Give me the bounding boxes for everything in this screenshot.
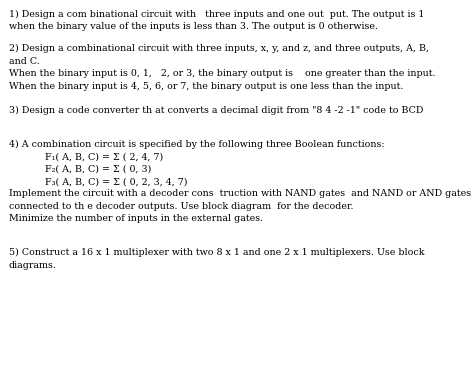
Text: diagrams.: diagrams.	[9, 261, 56, 270]
Text: F₂( A, B, C) = Σ ( 0, 3): F₂( A, B, C) = Σ ( 0, 3)	[45, 165, 151, 174]
Text: 2) Design a combinational circuit with three inputs, x, y, and z, and three outp: 2) Design a combinational circuit with t…	[9, 44, 428, 54]
Text: Implement the circuit with a decoder cons  truction with NAND gates  and NAND or: Implement the circuit with a decoder con…	[9, 189, 471, 198]
Text: when the binary value of the inputs is less than 3. The output is 0 otherwise.: when the binary value of the inputs is l…	[9, 22, 377, 31]
Text: F₃( A, B, C) = Σ ( 0, 2, 3, 4, 7): F₃( A, B, C) = Σ ( 0, 2, 3, 4, 7)	[45, 177, 188, 186]
Text: F₁( A, B, C) = Σ ( 2, 4, 7): F₁( A, B, C) = Σ ( 2, 4, 7)	[45, 152, 163, 161]
Text: When the binary input is 0, 1,   2, or 3, the binary output is    one greater th: When the binary input is 0, 1, 2, or 3, …	[9, 69, 435, 78]
Text: 1) Design a com binational circuit with   three inputs and one out  put. The out: 1) Design a com binational circuit with …	[9, 10, 424, 19]
Text: connected to th e decoder outputs. Use block diagram  for the decoder.: connected to th e decoder outputs. Use b…	[9, 202, 353, 211]
Text: 3) Design a code converter th at converts a decimal digit from "8 4 -2 -1" code : 3) Design a code converter th at convert…	[9, 105, 423, 115]
Text: Minimize the number of inputs in the external gates.: Minimize the number of inputs in the ext…	[9, 214, 263, 223]
Text: 5) Construct a 16 x 1 multiplexer with two 8 x 1 and one 2 x 1 multiplexers. Use: 5) Construct a 16 x 1 multiplexer with t…	[9, 248, 424, 258]
Text: 4) A combination circuit is specified by the following three Boolean functions:: 4) A combination circuit is specified by…	[9, 140, 384, 149]
Text: When the binary input is 4, 5, 6, or 7, the binary output is one less than the i: When the binary input is 4, 5, 6, or 7, …	[9, 82, 403, 90]
Text: and C.: and C.	[9, 57, 39, 66]
